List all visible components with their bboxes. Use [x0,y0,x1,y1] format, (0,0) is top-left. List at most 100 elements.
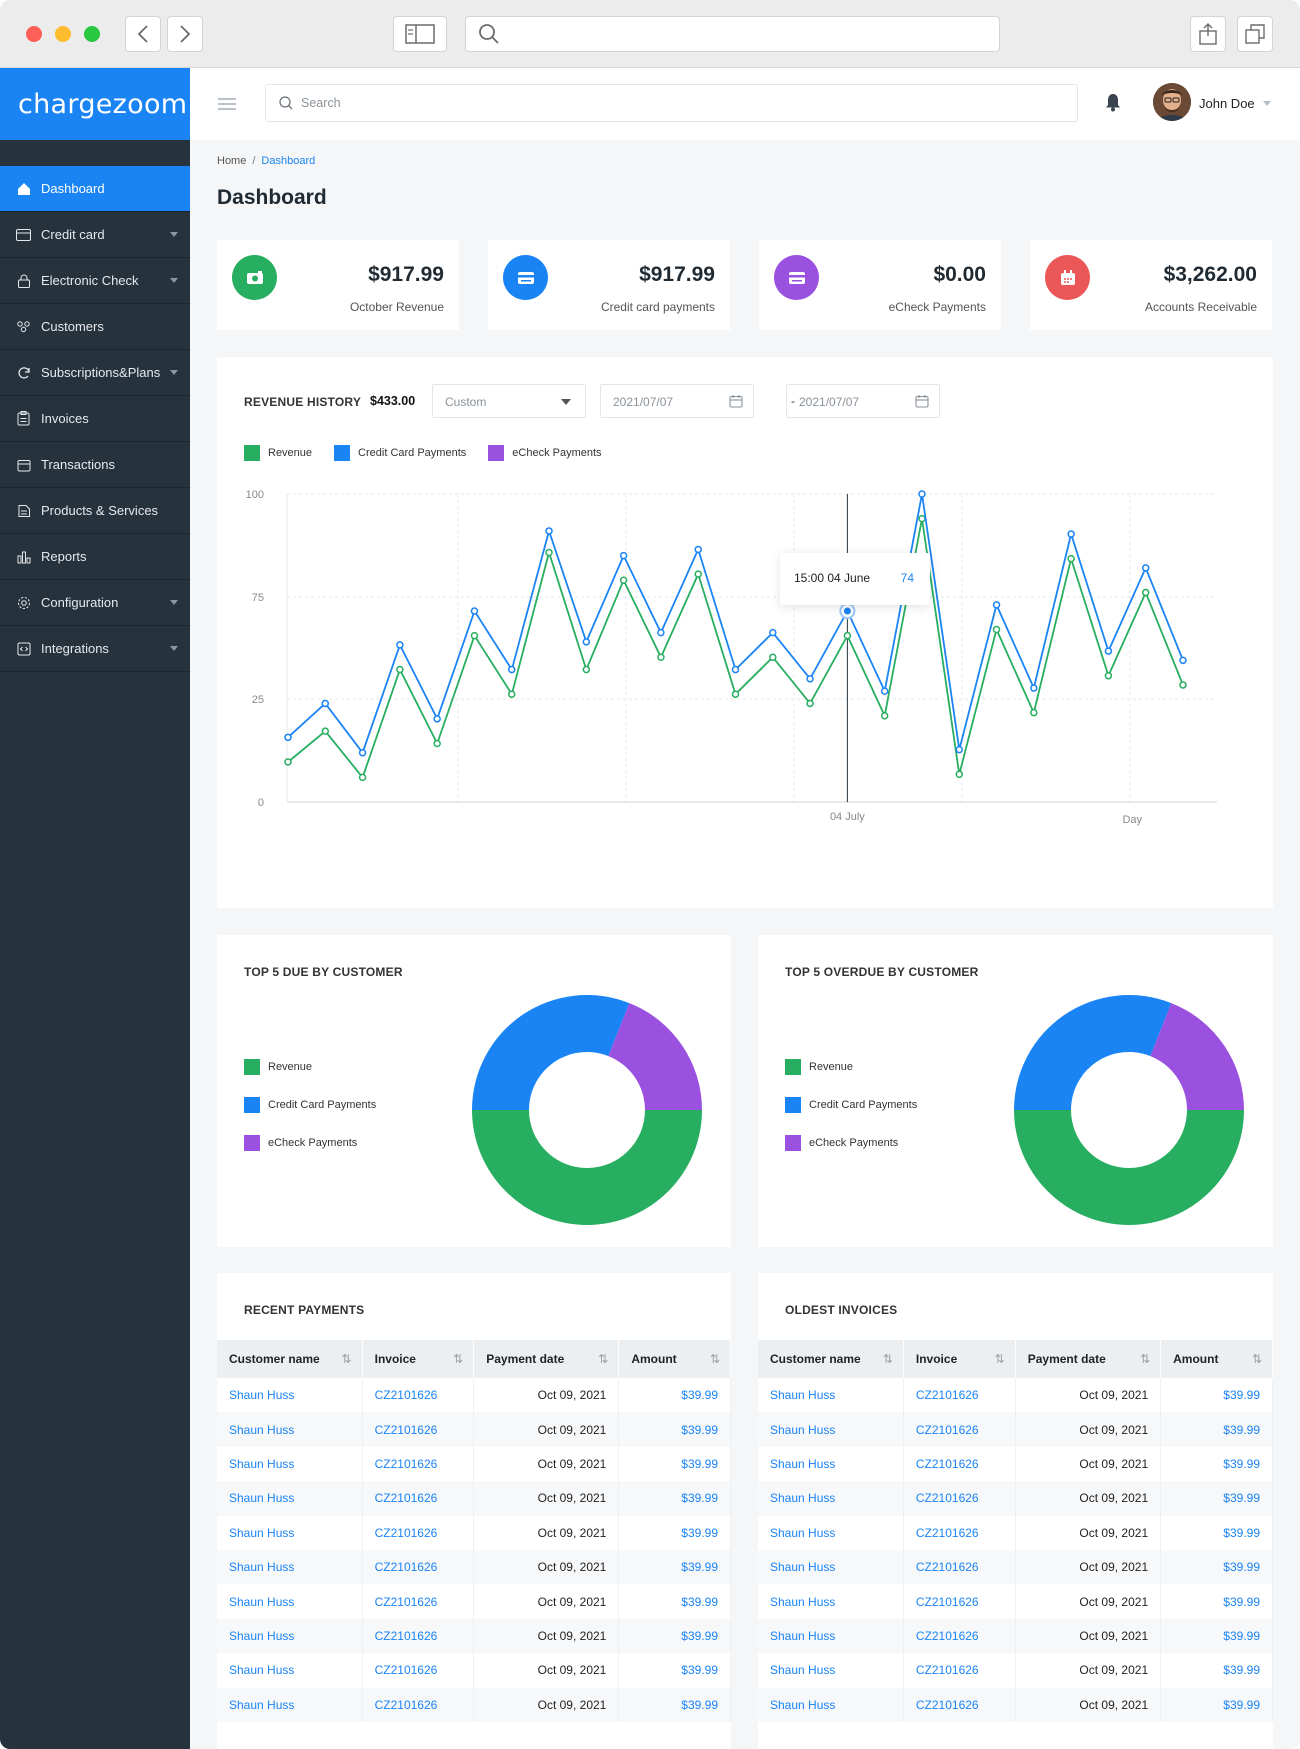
invoice-link[interactable]: CZ2101626 [362,1618,475,1654]
invoice-link[interactable]: CZ2101626 [362,1549,475,1585]
donut-slice-credit-card-payments[interactable] [472,995,630,1110]
customer-name-link[interactable]: Shaun Huss [758,1584,904,1619]
close-window-button[interactable] [26,26,42,42]
sort-icon[interactable]: ⇅ [709,1352,720,1366]
column-header[interactable]: Customer name ⇅ [217,1340,363,1378]
customer-name-link[interactable]: Shaun Huss [217,1584,363,1619]
invoice-link[interactable]: CZ2101626 [903,1549,1016,1585]
customer-name-link[interactable]: Shaun Huss [217,1412,363,1447]
legend-item[interactable]: Credit Card Payments [785,1097,917,1113]
customer-name-link[interactable]: Shaun Huss [758,1412,904,1447]
back-button[interactable] [125,16,161,52]
column-header[interactable]: Invoice ⇅ [362,1340,475,1378]
sort-icon[interactable]: ⇅ [1140,1352,1151,1366]
legend-item[interactable]: eCheck Payments [785,1135,917,1151]
invoice-link[interactable]: CZ2101626 [903,1618,1016,1654]
breadcrumb-current[interactable]: Dashboard [261,155,316,167]
legend-item[interactable]: Revenue [244,1059,376,1075]
customer-name-link[interactable]: Shaun Huss [758,1515,904,1550]
customer-name-link[interactable]: Shaun Huss [217,1481,363,1516]
customer-name-link[interactable]: Shaun Huss [758,1618,904,1654]
sidebar-toggle-button[interactable] [393,16,447,52]
column-header[interactable]: Customer name ⇅ [758,1340,904,1378]
avatar[interactable] [1153,83,1191,121]
sidebar-item-electronic-check[interactable]: Electronic Check [0,258,190,304]
customer-name-link[interactable]: Shaun Huss [217,1653,363,1688]
column-header[interactable]: Payment date ⇅ [1015,1340,1162,1378]
customer-name-link[interactable]: Shaun Huss [758,1481,904,1516]
invoice-link[interactable]: CZ2101626 [362,1481,475,1516]
brand-logo[interactable]: chargezoom [0,68,190,140]
sort-icon[interactable]: ⇅ [341,1352,352,1366]
sidebar-item-integrations[interactable]: Integrations [0,626,190,672]
menu-icon[interactable] [218,98,236,110]
maximize-window-button[interactable] [84,26,100,42]
legend-item[interactable]: Revenue [785,1059,917,1075]
date-to-input[interactable]: 2021/07/07 [786,384,940,418]
invoice-link[interactable]: CZ2101626 [362,1584,475,1619]
column-header[interactable]: Payment date ⇅ [473,1340,620,1378]
minimize-window-button[interactable] [55,26,71,42]
legend-item[interactable]: Credit Card Payments [334,445,466,461]
sort-icon[interactable]: ⇅ [882,1352,893,1366]
customer-name-link[interactable]: Shaun Huss [217,1687,363,1722]
legend-item[interactable]: eCheck Payments [244,1135,376,1151]
search-input[interactable] [301,96,1001,110]
invoice-link[interactable]: CZ2101626 [362,1653,475,1688]
customer-name-link[interactable]: Shaun Huss [758,1378,904,1413]
column-header[interactable]: Amount ⇅ [1160,1340,1273,1378]
invoice-link[interactable]: CZ2101626 [362,1687,475,1722]
customer-name-link[interactable]: Shaun Huss [217,1446,363,1482]
invoice-link[interactable]: CZ2101626 [903,1412,1016,1447]
invoice-link[interactable]: CZ2101626 [362,1446,475,1482]
customer-name-link[interactable]: Shaun Huss [217,1549,363,1585]
donut-slice-echeck-payments[interactable] [608,1003,702,1110]
customer-name-link[interactable]: Shaun Huss [758,1446,904,1482]
customer-name-link[interactable]: Shaun Huss [217,1515,363,1550]
legend-item[interactable]: Credit Card Payments [244,1097,376,1113]
invoice-link[interactable]: CZ2101626 [903,1446,1016,1482]
legend-item[interactable]: eCheck Payments [488,445,602,461]
sort-icon[interactable]: ⇅ [453,1352,464,1366]
sidebar-item-configuration[interactable]: Configuration [0,580,190,626]
donut-slice-revenue[interactable] [472,1110,702,1225]
forward-button[interactable] [167,16,203,52]
user-menu-caret-icon[interactable] [1263,101,1271,106]
customer-name-link[interactable]: Shaun Huss [217,1618,363,1654]
notifications-button[interactable] [1105,92,1121,117]
invoice-link[interactable]: CZ2101626 [903,1687,1016,1722]
sidebar-item-products-services[interactable]: Products & Services [0,488,190,534]
tabs-button[interactable] [1237,16,1273,52]
sidebar-item-credit-card[interactable]: Credit card [0,212,190,258]
user-name[interactable]: John Doe [1199,96,1255,111]
date-from-input[interactable]: 2021/07/07 [600,384,754,418]
invoice-link[interactable]: CZ2101626 [903,1653,1016,1688]
invoice-link[interactable]: CZ2101626 [903,1378,1016,1413]
column-header[interactable]: Amount ⇅ [618,1340,731,1378]
donut-slice-echeck-payments[interactable] [1150,1003,1244,1110]
invoice-link[interactable]: CZ2101626 [362,1412,475,1447]
invoice-link[interactable]: CZ2101626 [903,1515,1016,1550]
customer-name-link[interactable]: Shaun Huss [758,1687,904,1722]
invoice-link[interactable]: CZ2101626 [362,1515,475,1550]
breadcrumb-home[interactable]: Home [217,155,247,167]
customer-name-link[interactable]: Shaun Huss [758,1653,904,1688]
sidebar-item-customers[interactable]: Customers [0,304,190,350]
invoice-link[interactable]: CZ2101626 [362,1378,475,1413]
sort-icon[interactable]: ⇅ [1251,1352,1262,1366]
donut-slice-revenue[interactable] [1014,1110,1244,1225]
column-header[interactable]: Invoice ⇅ [903,1340,1016,1378]
address-bar[interactable] [465,16,1000,52]
sidebar-item-subscriptions-plans[interactable]: Subscriptions&Plans [0,350,190,396]
sidebar-item-dashboard[interactable]: Dashboard [0,166,190,212]
sort-icon[interactable]: ⇅ [994,1352,1005,1366]
customer-name-link[interactable]: Shaun Huss [758,1549,904,1585]
sidebar-item-invoices[interactable]: Invoices [0,396,190,442]
sidebar-item-transactions[interactable]: Transactions [0,442,190,488]
sidebar-item-reports[interactable]: Reports [0,534,190,580]
legend-item[interactable]: Revenue [244,445,312,461]
invoice-link[interactable]: CZ2101626 [903,1481,1016,1516]
sort-icon[interactable]: ⇅ [598,1352,609,1366]
invoice-link[interactable]: CZ2101626 [903,1584,1016,1619]
donut-slice-credit-card-payments[interactable] [1014,995,1172,1110]
